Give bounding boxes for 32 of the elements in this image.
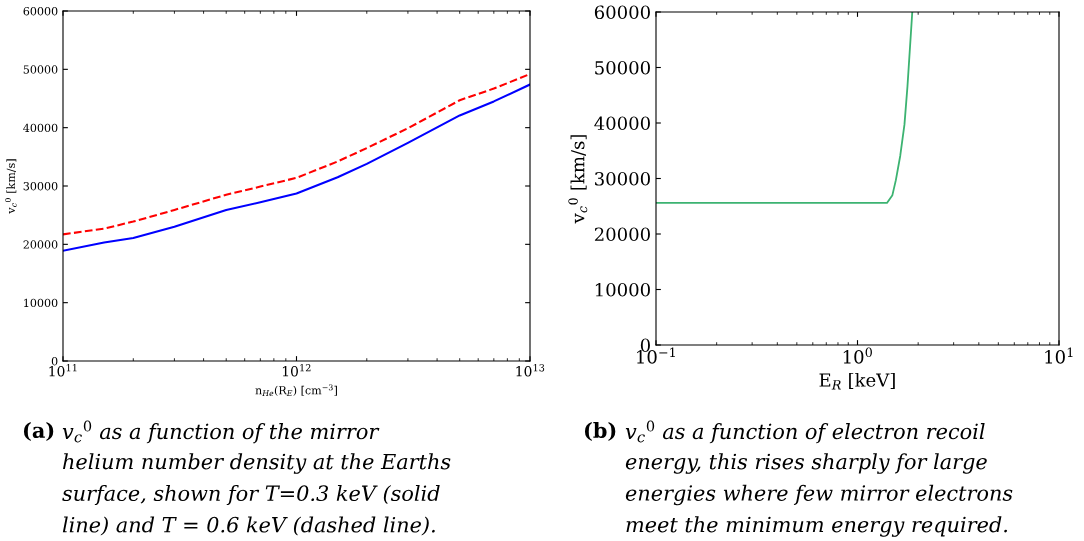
y-tick-label: 60000	[594, 5, 650, 20]
y-tick-label: 20000	[23, 240, 58, 249]
x-tick-label: 10$^{13}$	[516, 364, 545, 377]
x-tick-label: 10$^{11}$	[49, 364, 77, 377]
text: helium number density at the Earths	[63, 453, 451, 474]
text: surface, shown for T=0.3 keV (solid	[62, 484, 440, 506]
y-tick-label: 30000	[23, 181, 58, 191]
text: v$_{c}$$^{0}$ as a function of the mirror	[62, 420, 380, 444]
y-tick-label: 50000	[23, 65, 58, 74]
x-tick-label: 10$^{0}$	[843, 347, 872, 364]
text: line) and T = 0.6 keV (dashed line).	[62, 516, 435, 536]
text: v$_{c}$$^{0}$ as a function of electron recoil	[625, 420, 985, 444]
y-tick-label: 30000	[595, 171, 650, 186]
y-tick-label: 20000	[594, 227, 650, 242]
text: (b)	[584, 421, 616, 441]
y-axis-title: v$_{c}$$^{0}$ [km/s]	[5, 159, 17, 214]
y-tick-label: 40000	[594, 116, 650, 131]
x-tick-label: 10$^{1}$	[1045, 347, 1073, 364]
y-tick-label: 0	[51, 356, 58, 366]
text: energy, this rises sharply for large	[625, 453, 987, 474]
x-tick-label: 10$^{12}$	[282, 364, 311, 377]
x-axis-title: n$_{He}$(R$_{E}$) [cm$^{−3}$]	[255, 384, 337, 397]
y-tick-label: 40000	[23, 123, 58, 133]
text: meet the minimum energy required.	[626, 516, 1007, 537]
y-tick-label: 10000	[24, 298, 58, 308]
y-tick-label: 60000	[23, 6, 58, 16]
y-tick-label: 10000	[595, 282, 650, 297]
x-axis-title: E$_{R}$ [keV]	[819, 372, 895, 390]
text: (a)	[23, 421, 54, 441]
text: energies where few mirror electrons	[625, 484, 1013, 506]
y-tick-label: 50000	[595, 60, 650, 75]
y-axis-title: v$_{c}$$^{0}$ [km/s]	[568, 135, 588, 224]
